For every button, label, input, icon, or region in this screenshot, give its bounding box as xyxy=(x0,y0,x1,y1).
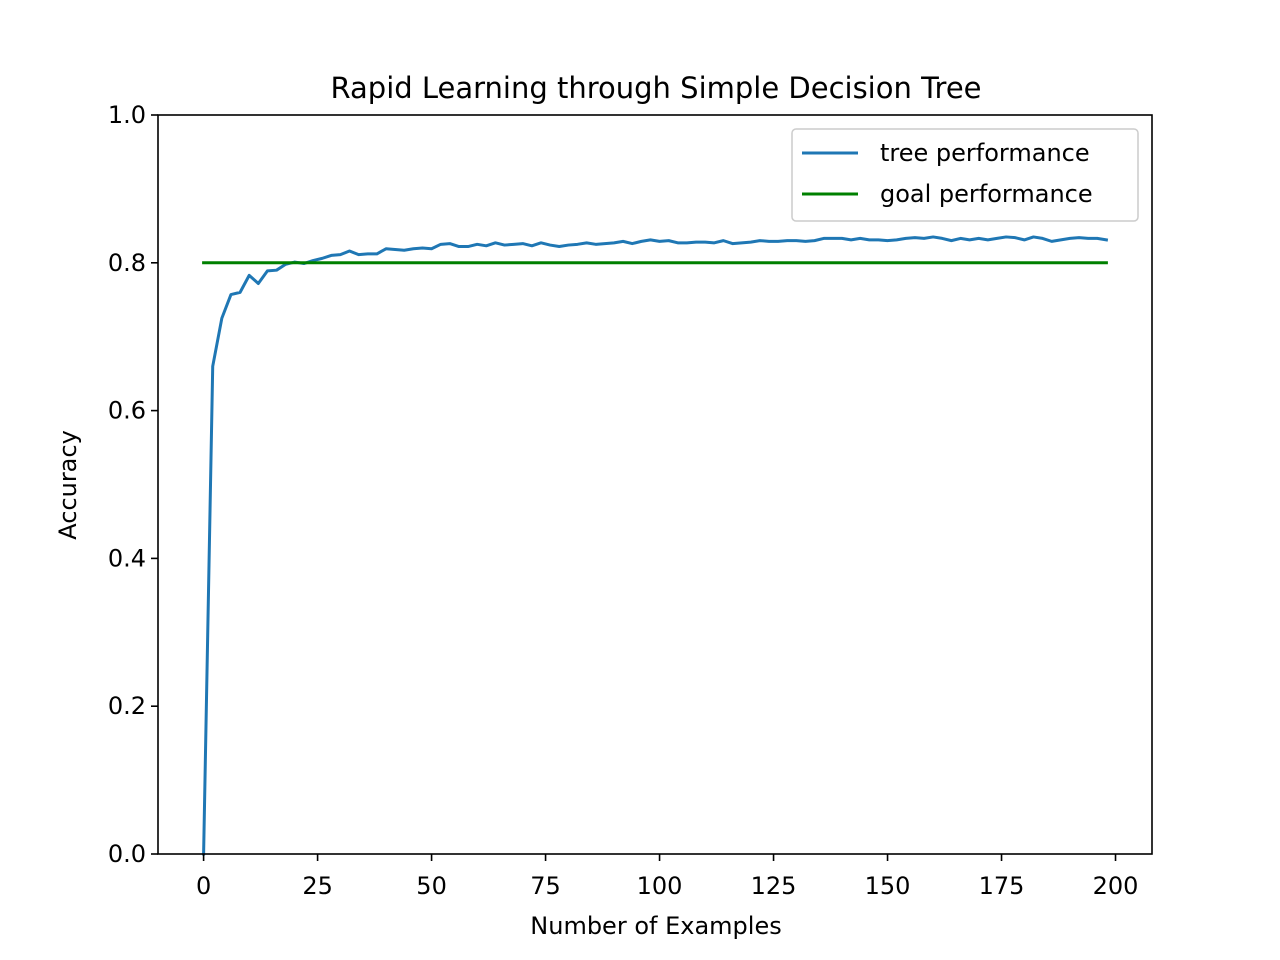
y-tick-label-0-4: 0.4 xyxy=(108,544,146,572)
y-tick-label-1-0: 1.0 xyxy=(108,101,146,129)
y-tick-label-0-0: 0.0 xyxy=(108,840,146,868)
ticks-layer: 0 25 50 75 100 125 150 175 200 0.0 0.2 0.4 0.6 0.8 1.0 xyxy=(108,101,1139,900)
x-tick-label-75: 75 xyxy=(530,872,561,900)
x-tick-label-100: 100 xyxy=(637,872,683,900)
x-tick-label-200: 200 xyxy=(1093,872,1139,900)
y-tick-label-0-8: 0.8 xyxy=(108,249,146,277)
x-tick-label-150: 150 xyxy=(865,872,911,900)
y-axis-title: Accuracy xyxy=(54,430,82,540)
x-tick-label-25: 25 xyxy=(302,872,333,900)
x-tick-label-175: 175 xyxy=(979,872,1025,900)
plot-area-frame xyxy=(157,114,1153,855)
y-tick-label-0-6: 0.6 xyxy=(108,397,146,425)
series-layer xyxy=(202,235,1109,856)
legend: tree performance goal performance xyxy=(791,128,1139,222)
chart-title: Rapid Learning through Simple Decision T… xyxy=(331,71,982,105)
x-axis-title: Number of Examples xyxy=(530,912,781,940)
legend-box xyxy=(791,128,1139,222)
y-tick-label-0-2: 0.2 xyxy=(108,692,146,720)
legend-label-goal-performance: goal performance xyxy=(880,180,1093,208)
legend-label-tree-performance: tree performance xyxy=(880,139,1090,167)
series-line-tree-performance xyxy=(202,235,1109,856)
x-tick-label-0: 0 xyxy=(196,872,211,900)
x-tick-label-125: 125 xyxy=(751,872,797,900)
x-tick-label-50: 50 xyxy=(416,872,447,900)
